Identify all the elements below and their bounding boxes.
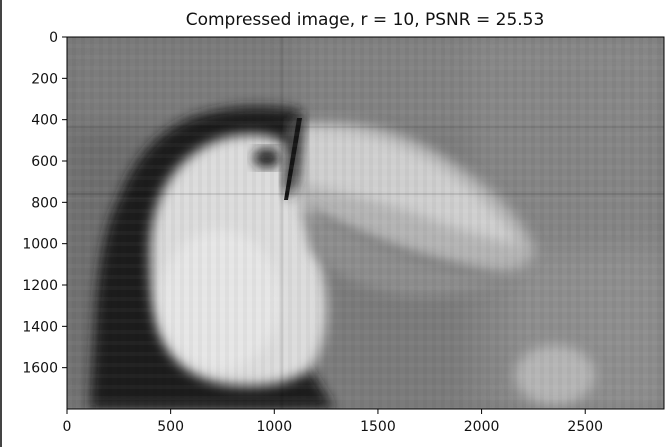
y-tick-label: 1600 — [22, 361, 58, 377]
figure-left-border — [0, 0, 2, 447]
x-tick-label: 1000 — [256, 419, 292, 435]
y-tick-label: 0 — [49, 30, 58, 46]
y-tick-label: 200 — [31, 71, 58, 87]
x-tick-label: 1500 — [360, 419, 396, 435]
y-tick-label: 1000 — [22, 237, 58, 253]
y-tick-label: 600 — [31, 154, 58, 170]
y-tick-label: 1400 — [22, 319, 58, 335]
x-axis: 0 500 1000 1500 2000 2500 — [63, 409, 603, 435]
y-tick-label: 1200 — [22, 278, 58, 294]
x-tick-label: 0 — [63, 419, 72, 435]
y-tick-label: 400 — [31, 113, 58, 129]
axes-frame — [66, 36, 665, 410]
x-tick-label: 2500 — [567, 419, 603, 435]
x-tick-label: 500 — [157, 419, 184, 435]
x-tick-label: 2000 — [464, 419, 500, 435]
chart-title: Compressed image, r = 10, PSNR = 25.53 — [186, 10, 545, 30]
y-tick-label: 800 — [31, 195, 58, 211]
compressed-image — [67, 37, 664, 409]
y-axis: 0 200 400 600 800 1000 1200 1400 1600 — [22, 30, 67, 377]
